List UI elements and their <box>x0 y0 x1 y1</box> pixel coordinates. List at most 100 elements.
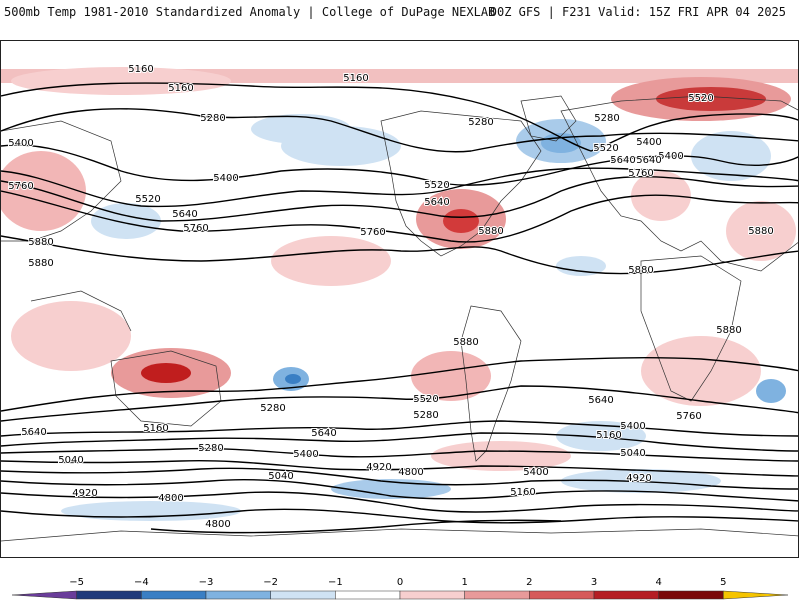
colorbar-segment <box>335 590 401 600</box>
contour-label: 5400 <box>293 449 318 460</box>
contour-label: 5880 <box>748 226 773 237</box>
contour-label: 5160 <box>168 83 193 94</box>
anomaly-colorbar: −5 −4 −3 −2 −1 0 1 2 3 4 5 <box>11 577 789 600</box>
contour-label: 5400 <box>8 138 33 149</box>
cool-anomaly-south-indian <box>756 379 786 403</box>
contour-label: 5280 <box>594 113 619 124</box>
coast-eurasia <box>560 95 798 272</box>
colorbar-segment <box>529 590 595 600</box>
map-canvas: 5160 5160 5160 5280 5280 5280 5400 5400 5400 5400… <box>1 63 798 542</box>
contour-label: 5760 <box>8 181 33 192</box>
warm-anomaly-australia-core <box>141 363 191 383</box>
warm-anomaly-india <box>11 301 131 371</box>
warm-anomaly-africa <box>641 336 761 406</box>
colorbar-tick-label: −4 <box>134 577 149 588</box>
contour-label: 5880 <box>628 265 653 276</box>
coast-antarctica <box>1 528 798 542</box>
cool-anomaly-atlantic <box>556 256 606 276</box>
contour-label: 5640 <box>21 427 46 438</box>
contour-label: 5280 <box>260 403 285 414</box>
colorbar-segment <box>76 590 142 600</box>
colorbar-tick-label: 3 <box>591 577 597 588</box>
contour-label: 5760 <box>360 227 385 238</box>
contour-label: 5280 <box>413 410 438 421</box>
coast-africa <box>640 255 742 402</box>
contour-label: 5520 <box>688 93 713 104</box>
contour-5520-north <box>1 167 798 208</box>
contour-label: 5040 <box>620 448 645 459</box>
contour-label: 5760 <box>183 223 208 234</box>
cool-anomaly-west-pacific <box>91 203 161 239</box>
contour-label: 5640 <box>588 395 613 406</box>
warm-anomaly-east-atlantic <box>726 201 796 261</box>
contour-label: 5880 <box>716 325 741 336</box>
colorbar-tick-label: −1 <box>328 577 343 588</box>
warm-anomaly-arctic <box>11 67 231 95</box>
colorbar-segment <box>723 590 789 600</box>
contour-label: 5160 <box>143 423 168 434</box>
warm-anomaly-siberia-core <box>656 87 766 111</box>
cool-anomaly-scandinavia <box>691 131 771 181</box>
warm-anomaly-pacific <box>271 236 391 286</box>
contour-label: 4920 <box>72 488 97 499</box>
contour-5400-north <box>1 144 798 186</box>
contour-labels: 5160 5160 5160 5280 5280 5280 5400 5400 5400 5400… <box>7 63 774 531</box>
contour-label: 5400 <box>213 173 238 184</box>
contour-label: 4800 <box>158 493 183 504</box>
height-contours <box>1 82 798 534</box>
cool-anomaly-tropical-pacific-core <box>285 374 301 384</box>
contour-5040-south <box>1 479 798 502</box>
cool-anomaly-antarctic-west <box>61 501 241 521</box>
warm-anomaly-us-core <box>443 209 479 233</box>
anomaly-map: 5160 5160 5160 5280 5280 5280 5400 5400 5400 5400… <box>0 40 799 558</box>
colorbar-tick-label: −2 <box>263 577 278 588</box>
contour-5760-north <box>1 190 798 243</box>
anomaly-shading <box>1 67 798 521</box>
contour-label: 5280 <box>200 113 225 124</box>
contour-4800-south <box>1 508 798 524</box>
contour-label: 5160 <box>128 64 153 75</box>
map-title: 500mb Temp 1981-2010 Standardized Anomal… <box>4 5 496 19</box>
model-run-info: 00Z GFS | F231 Valid: 15Z FRI APR 04 202… <box>489 5 786 19</box>
contour-label: 5520 <box>593 143 618 154</box>
warm-anomaly-west-europe <box>631 171 691 221</box>
contour-label: 5880 <box>453 337 478 348</box>
colorbar-segment <box>593 590 659 600</box>
contour-label: 5760 <box>628 168 653 179</box>
contour-label: 5280 <box>468 117 493 128</box>
contour-label: 5520 <box>135 194 160 205</box>
contour-label: 5640 <box>311 428 336 439</box>
contour-label: 5160 <box>596 430 621 441</box>
contour-5640-south <box>1 420 798 437</box>
contour-label: 5640 <box>636 155 661 166</box>
colorbar-segment <box>141 590 207 600</box>
colorbar-tick-label: 0 <box>397 577 403 588</box>
colorbar-tick-label: 2 <box>526 577 532 588</box>
contour-label: 5040 <box>58 455 83 466</box>
colorbar-tick-label: 4 <box>655 577 661 588</box>
contour-label: 5880 <box>478 226 503 237</box>
colorbar-tick-label: 5 <box>720 577 726 588</box>
contour-label: 5400 <box>658 151 683 162</box>
warm-anomaly-southern-ocean <box>431 441 571 471</box>
cool-anomaly-alaska <box>251 114 351 144</box>
coast-maritime <box>30 290 132 332</box>
contour-4920-south <box>1 491 798 513</box>
contour-label: 5520 <box>413 394 438 405</box>
coast-east-asia <box>1 120 122 242</box>
colorbar-segment <box>11 590 77 600</box>
contour-label: 4800 <box>205 519 230 530</box>
colorbar-segment <box>205 590 271 600</box>
contour-label: 5880 <box>28 237 53 248</box>
contour-5640-north <box>1 176 798 222</box>
contour-label: 5400 <box>636 137 661 148</box>
contour-5760-south <box>1 385 798 422</box>
colorbar-segment <box>399 590 465 600</box>
contour-5160-north <box>1 82 798 152</box>
colorbar-tick-label: −3 <box>199 577 214 588</box>
contour-5520-south <box>1 432 798 452</box>
contour-5160-south <box>1 467 798 490</box>
contour-label: 4800 <box>398 467 423 478</box>
contour-4800-south-2 <box>150 519 562 534</box>
contour-label: 5640 <box>610 155 635 166</box>
